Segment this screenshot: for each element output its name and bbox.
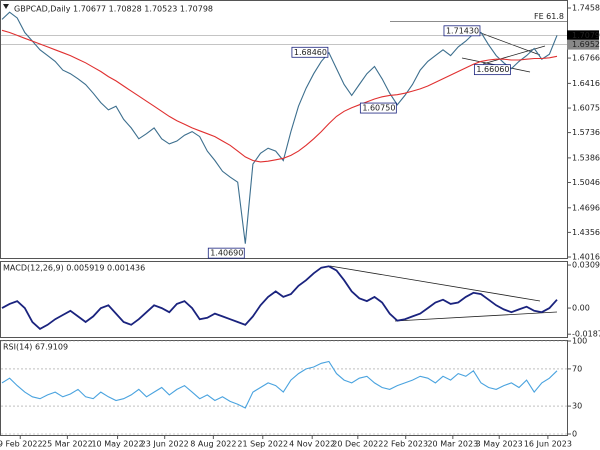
price-title: GBPCAD,Daily 1.70677 1.70828 1.70523 1.7… [14, 5, 213, 14]
price-annotation: 1.60750 [362, 104, 395, 113]
macd-title: MACD(12,26,9) 0.005919 0.001436 [3, 264, 145, 273]
x-tick-label: 16 Jun 2023 [524, 440, 572, 449]
x-tick-label: 4 Nov 2022 [289, 440, 335, 449]
y-tick-label: 70 [572, 364, 582, 373]
x-tick-label: 25 Mar 2022 [42, 440, 93, 449]
price-annotation-box [207, 247, 245, 259]
price-annotation: 1.68460 [294, 48, 327, 57]
price-annotation-box [473, 64, 511, 76]
y-tick-label: 1.64160 [572, 79, 600, 88]
price-annotation-box [359, 102, 397, 114]
price-marker [567, 39, 599, 50]
price-annotation: 1.66060 [476, 65, 509, 74]
x-tick-label: 9 Feb 2022 [0, 440, 43, 449]
price-annotation: 1.40690 [210, 249, 243, 258]
y-tick-label: 0.030908 [572, 261, 600, 270]
menu-icon [3, 4, 9, 9]
y-tick-label: 1.43560 [572, 228, 600, 237]
y-tick-label: 1.57360 [572, 128, 600, 137]
series-line [1, 360, 558, 409]
y-tick-label: 1.67660 [572, 54, 600, 63]
rsi-title: RSI(14) 67.9109 [3, 343, 68, 352]
price-annotation-box [443, 25, 481, 37]
x-tick-label: 3 May 2023 [476, 440, 523, 449]
trendlines [329, 31, 558, 322]
y-tick-label: 100 [572, 337, 587, 346]
price-panel [0, 0, 568, 259]
y-tick-label: 0.00 [572, 304, 590, 313]
price-annotation: 1.71430 [446, 26, 479, 35]
series-line [1, 265, 558, 330]
y-tick-label: 1.53860 [572, 153, 600, 162]
x-tick-label: 8 Aug 2022 [190, 440, 236, 449]
x-tick-label: 20 Mar 2023 [427, 440, 478, 449]
y-tick-label: 1.50460 [572, 178, 600, 187]
fe-label: FE 61.8 [534, 12, 564, 21]
price-marker-label: 1.69520 [572, 40, 600, 49]
x-tick-label: 20 Dec 2022 [332, 440, 383, 449]
price-marker [567, 30, 599, 41]
rsi-panel [0, 340, 568, 436]
x-tick-label: 23 Jun 2022 [141, 440, 189, 449]
price-annotation-box [291, 46, 329, 58]
y-tick-label: 1.60750 [572, 104, 600, 113]
series-line [1, 29, 558, 163]
y-tick-label: -0.018787 [572, 330, 600, 339]
price-marker-label: 1.70798 [572, 31, 600, 40]
series-line [1, 11, 558, 244]
x-tick-label: 2 Feb 2023 [383, 440, 428, 449]
x-tick-label: 10 May 2022 [91, 440, 143, 449]
x-tick-label: 21 Sep 2022 [237, 440, 288, 449]
y-tick-label: 0 [572, 430, 577, 439]
y-tick-label: 1.74580 [572, 4, 600, 13]
macd-panel [0, 261, 568, 338]
y-tick-label: 1.40160 [572, 252, 600, 261]
y-tick-label: 1.46960 [572, 203, 600, 212]
y-tick-label: 30 [572, 402, 582, 411]
